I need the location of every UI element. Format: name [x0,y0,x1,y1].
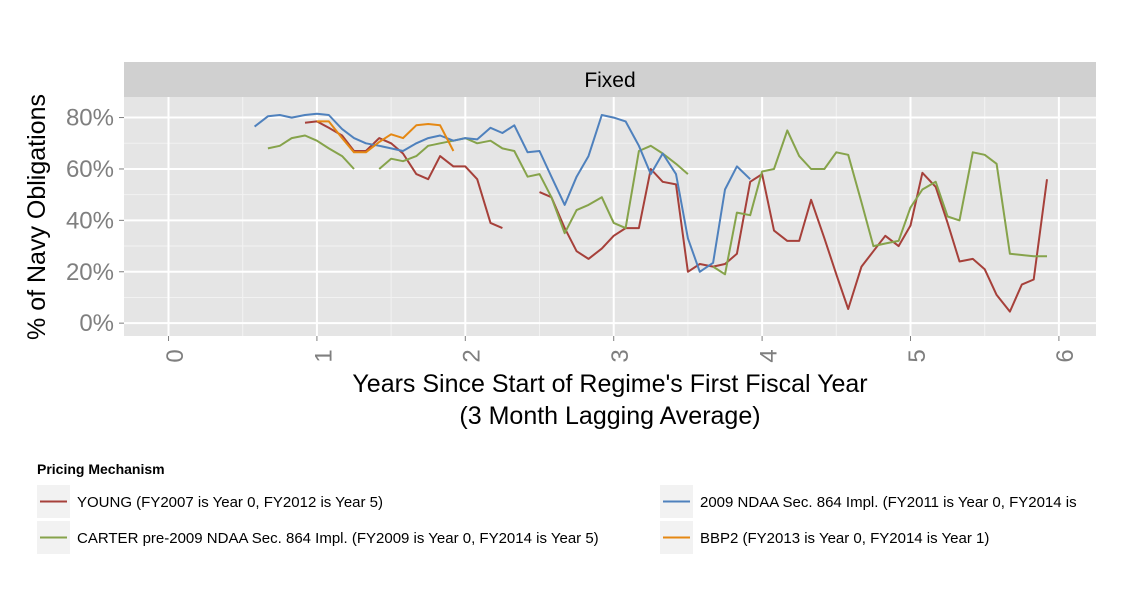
y-tick-label: 20% [66,259,114,286]
legend-title: Pricing Mechanism [37,461,165,477]
y-axis-title: % of Navy Obligations [23,94,51,340]
legend: Pricing Mechanism YOUNG (FY2007 is Year … [37,461,1077,554]
series-line-2-segment-0 [253,112,751,273]
major-gridlines [124,97,1096,336]
x-tick-label: 0 [162,349,189,362]
minor-gridlines [124,97,1096,336]
x-tick-label: 5 [904,349,931,362]
x-tick-label: 6 [1052,349,1079,362]
y-tick-label: 0% [79,310,114,337]
series-line-1-segment-0 [267,134,355,170]
facet-strip [124,62,1096,97]
legend-label-ndaa: 2009 NDAA Sec. 864 Impl. (FY2011 is Year… [700,494,1077,511]
facet-label: Fixed [584,69,635,92]
y-tick-label: 60% [66,156,114,183]
x-tick-label: 2 [459,349,486,362]
x-axis: 0 1 2 3 4 5 6 [162,336,1079,363]
y-axis: 0% 20% 40% 60% 80% [66,105,124,337]
legend-label-carter: CARTER pre-2009 NDAA Sec. 864 Impl. (FY2… [77,530,599,547]
x-tick-label: 1 [310,349,337,362]
series-line-1-segment-2 [712,129,1047,276]
series-line-1-segment-1 [378,137,689,235]
x-tick-label: 4 [755,349,782,362]
series-line-3-segment-0 [316,120,455,154]
x-tick-label: 3 [607,349,634,362]
series-lines [253,112,1048,313]
x-axis-title-line2: (3 Month Lagging Average) [459,402,760,430]
y-tick-label: 80% [66,105,114,132]
legend-label-bbp2: BBP2 (FY2013 is Year 0, FY2014 is Year 1… [700,530,989,547]
legend-label-young: YOUNG (FY2007 is Year 0, FY2012 is Year … [77,494,383,511]
series-line-0-segment-1 [539,168,1048,313]
y-tick-label: 40% [66,207,114,234]
x-axis-title-line1: Years Since Start of Regime's First Fisc… [352,370,867,398]
